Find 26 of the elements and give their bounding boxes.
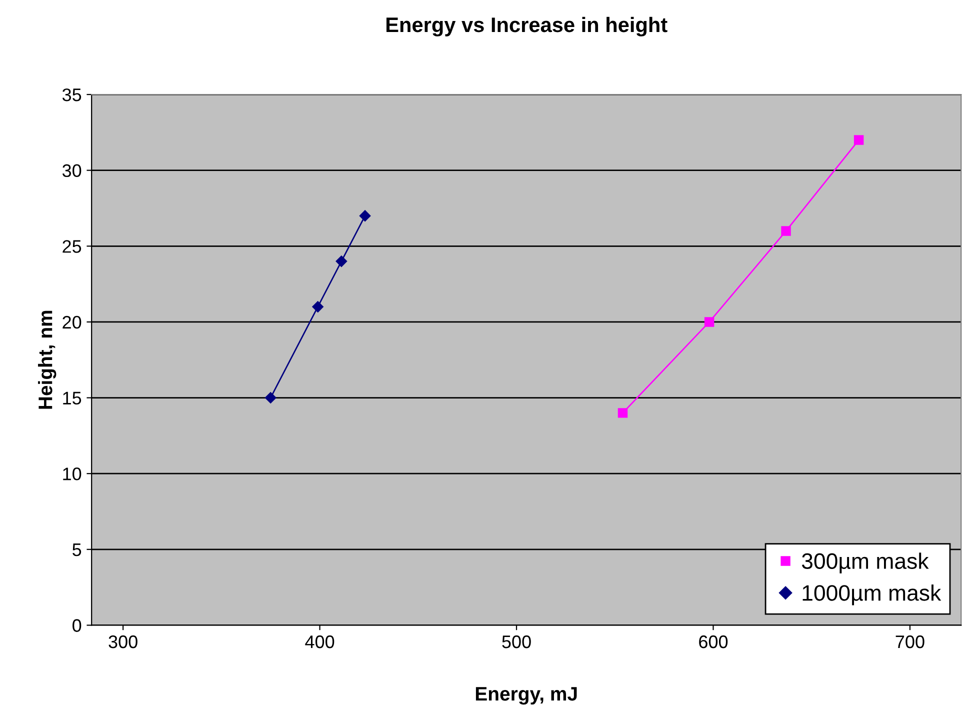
y-tick-label: 5 bbox=[72, 544, 82, 556]
y-axis-title: Height, nm bbox=[38, 310, 56, 409]
y-tick-label: 0 bbox=[72, 619, 82, 632]
point bbox=[854, 135, 864, 145]
legend-label: 1000µm mask bbox=[802, 584, 942, 606]
point bbox=[781, 226, 791, 236]
x-axis-title: Energy, mJ bbox=[476, 687, 577, 705]
x-tick-label: 500 bbox=[502, 635, 531, 648]
y-tick-label: 35 bbox=[62, 88, 82, 102]
x-tick-label: 300 bbox=[108, 635, 138, 648]
point bbox=[618, 408, 628, 418]
y-tick-label: 15 bbox=[63, 392, 82, 404]
x-tick-label: 600 bbox=[699, 635, 728, 648]
y-tick-label: 25 bbox=[62, 240, 82, 253]
point bbox=[336, 256, 348, 267]
point bbox=[704, 317, 714, 327]
legend-label: 300µm mask bbox=[802, 552, 929, 574]
point bbox=[264, 392, 276, 404]
point bbox=[359, 210, 371, 222]
y-tick-label: 30 bbox=[62, 164, 82, 178]
y-tick-label: 20 bbox=[62, 316, 82, 329]
chart-title: Energy vs Increase in height bbox=[386, 16, 668, 36]
x-tick-label: 400 bbox=[305, 635, 334, 648]
x-tick-label: 700 bbox=[896, 635, 924, 648]
y-tick-label: 10 bbox=[63, 468, 82, 480]
point bbox=[312, 301, 324, 312]
